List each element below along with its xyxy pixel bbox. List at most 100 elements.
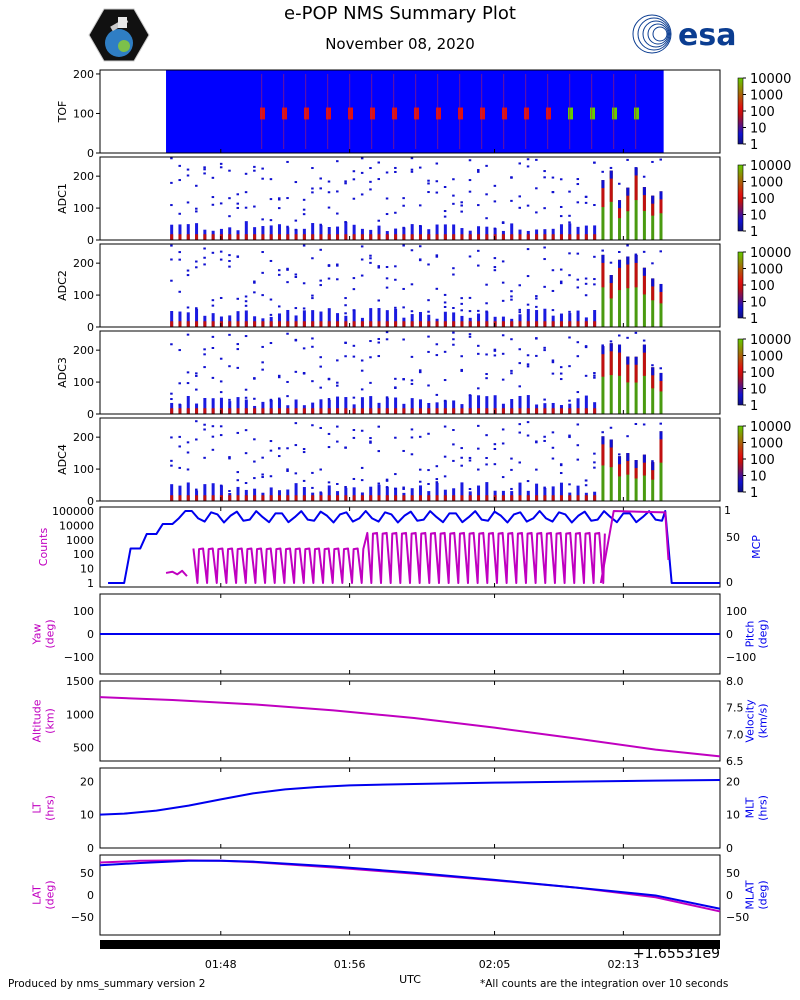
- adc-dot: [211, 299, 215, 302]
- adc-bar-red: [551, 408, 555, 414]
- adc-bar-blue: [443, 311, 447, 327]
- adc-bar-red: [642, 344, 646, 376]
- adc-bar-blue: [319, 225, 323, 240]
- adc-dot: [311, 187, 314, 190]
- adc-dot: [410, 283, 414, 286]
- left-tick-label: 1: [87, 577, 94, 590]
- adc-dot: [195, 420, 198, 423]
- adc-dot: [477, 424, 480, 427]
- adc-bar-blue: [651, 278, 655, 287]
- adc-dot: [236, 202, 240, 205]
- adc-bar-red: [311, 234, 315, 240]
- adc-bar-blue: [593, 310, 597, 327]
- adc-bar-red: [501, 495, 505, 501]
- adc-bar-blue: [277, 224, 281, 240]
- adc-bar-green: [618, 456, 622, 501]
- adc-dot: [518, 311, 521, 314]
- colorbar-tick-label: 10: [750, 296, 767, 311]
- adc-dot: [443, 185, 447, 188]
- adc-dot: [178, 251, 181, 254]
- adc-dot: [253, 291, 256, 294]
- adc-dot: [452, 459, 455, 462]
- tof-streak: [437, 73, 439, 150]
- adc-bar-red: [443, 321, 447, 327]
- adc-dot: [394, 306, 397, 309]
- adc-dot: [336, 160, 339, 163]
- adc-dot: [618, 453, 621, 456]
- adc-bar-red: [344, 495, 348, 501]
- adc-dot: [170, 459, 173, 462]
- adc-dot: [559, 268, 563, 271]
- series-lat: [99, 859, 721, 913]
- tof-streak: [525, 73, 527, 150]
- adc-dot: [526, 365, 530, 368]
- y-tick-label: 200: [73, 170, 94, 183]
- adc-dot: [377, 482, 381, 485]
- left-tick-label: 1000: [66, 708, 94, 721]
- adc-bar-red: [219, 408, 223, 414]
- adc-bar-red: [277, 408, 281, 414]
- adc-dot: [518, 162, 521, 165]
- adc-dot: [203, 366, 206, 369]
- y-tick-label: 100: [73, 202, 94, 215]
- adc-dot: [261, 473, 264, 476]
- adc-dot: [253, 438, 256, 441]
- adc-dot: [352, 277, 356, 280]
- adc-bar-red: [394, 408, 398, 414]
- adc-bar-red: [510, 234, 514, 240]
- adc-dot: [186, 451, 190, 454]
- adc-dot: [178, 164, 181, 167]
- adc-bar-red: [493, 408, 497, 414]
- panel-right-label: Velocity(km/s): [744, 699, 770, 743]
- adc-bar-blue: [219, 485, 223, 501]
- adc-dot: [526, 421, 530, 424]
- adc-bar-blue: [327, 399, 331, 414]
- adc-bar-red: [477, 321, 481, 327]
- adc-bar-blue: [551, 486, 555, 501]
- adc-dot: [211, 335, 215, 338]
- adc-dot: [443, 305, 447, 308]
- adc-dot: [219, 258, 223, 261]
- adc-bar-blue: [593, 225, 597, 240]
- adc-dot: [352, 288, 356, 291]
- adc-dot: [336, 359, 339, 362]
- adc-bar-blue: [535, 483, 539, 501]
- adc-dot: [219, 380, 223, 383]
- adc-dot: [286, 225, 289, 228]
- adc-bar-red: [302, 495, 306, 501]
- adc-dot: [543, 258, 546, 261]
- adc-dot: [203, 247, 206, 250]
- adc-bar-green: [642, 344, 646, 414]
- adc-dot: [236, 431, 240, 434]
- adc-dot: [178, 445, 181, 448]
- adc-dot: [385, 331, 389, 334]
- adc-dot: [576, 458, 580, 461]
- adc-dot: [427, 384, 430, 387]
- adc-bar-red: [360, 495, 364, 501]
- adc-dot: [186, 201, 190, 204]
- adc-dot: [535, 297, 538, 300]
- tof-streak: [415, 73, 417, 150]
- adc-dot: [178, 212, 181, 215]
- adc-dot: [236, 343, 240, 346]
- colorbar-tick-label: 1: [750, 312, 758, 327]
- adc-bar-red: [468, 408, 472, 414]
- adc-bar-red: [302, 321, 306, 327]
- adc-bar-blue: [601, 436, 605, 445]
- adc-dot: [319, 365, 322, 368]
- adc-dot: [468, 310, 472, 313]
- adc-bar-green: [618, 344, 622, 414]
- adc-dot: [385, 266, 389, 269]
- panel-left-label-line: (hrs): [44, 795, 57, 821]
- adc-dot: [178, 179, 181, 182]
- adc-dot: [418, 369, 422, 372]
- adc-bar-red: [618, 200, 622, 219]
- adc-bar-blue: [468, 394, 472, 414]
- adc-bar-red: [178, 234, 182, 240]
- adc-bar-red: [659, 283, 663, 304]
- panel-ylabel-adc2-line: ADC2: [56, 270, 69, 301]
- adc-dot: [244, 304, 248, 307]
- adc-dot: [344, 341, 347, 344]
- adc-dot: [369, 441, 372, 444]
- adc-dot: [626, 435, 629, 438]
